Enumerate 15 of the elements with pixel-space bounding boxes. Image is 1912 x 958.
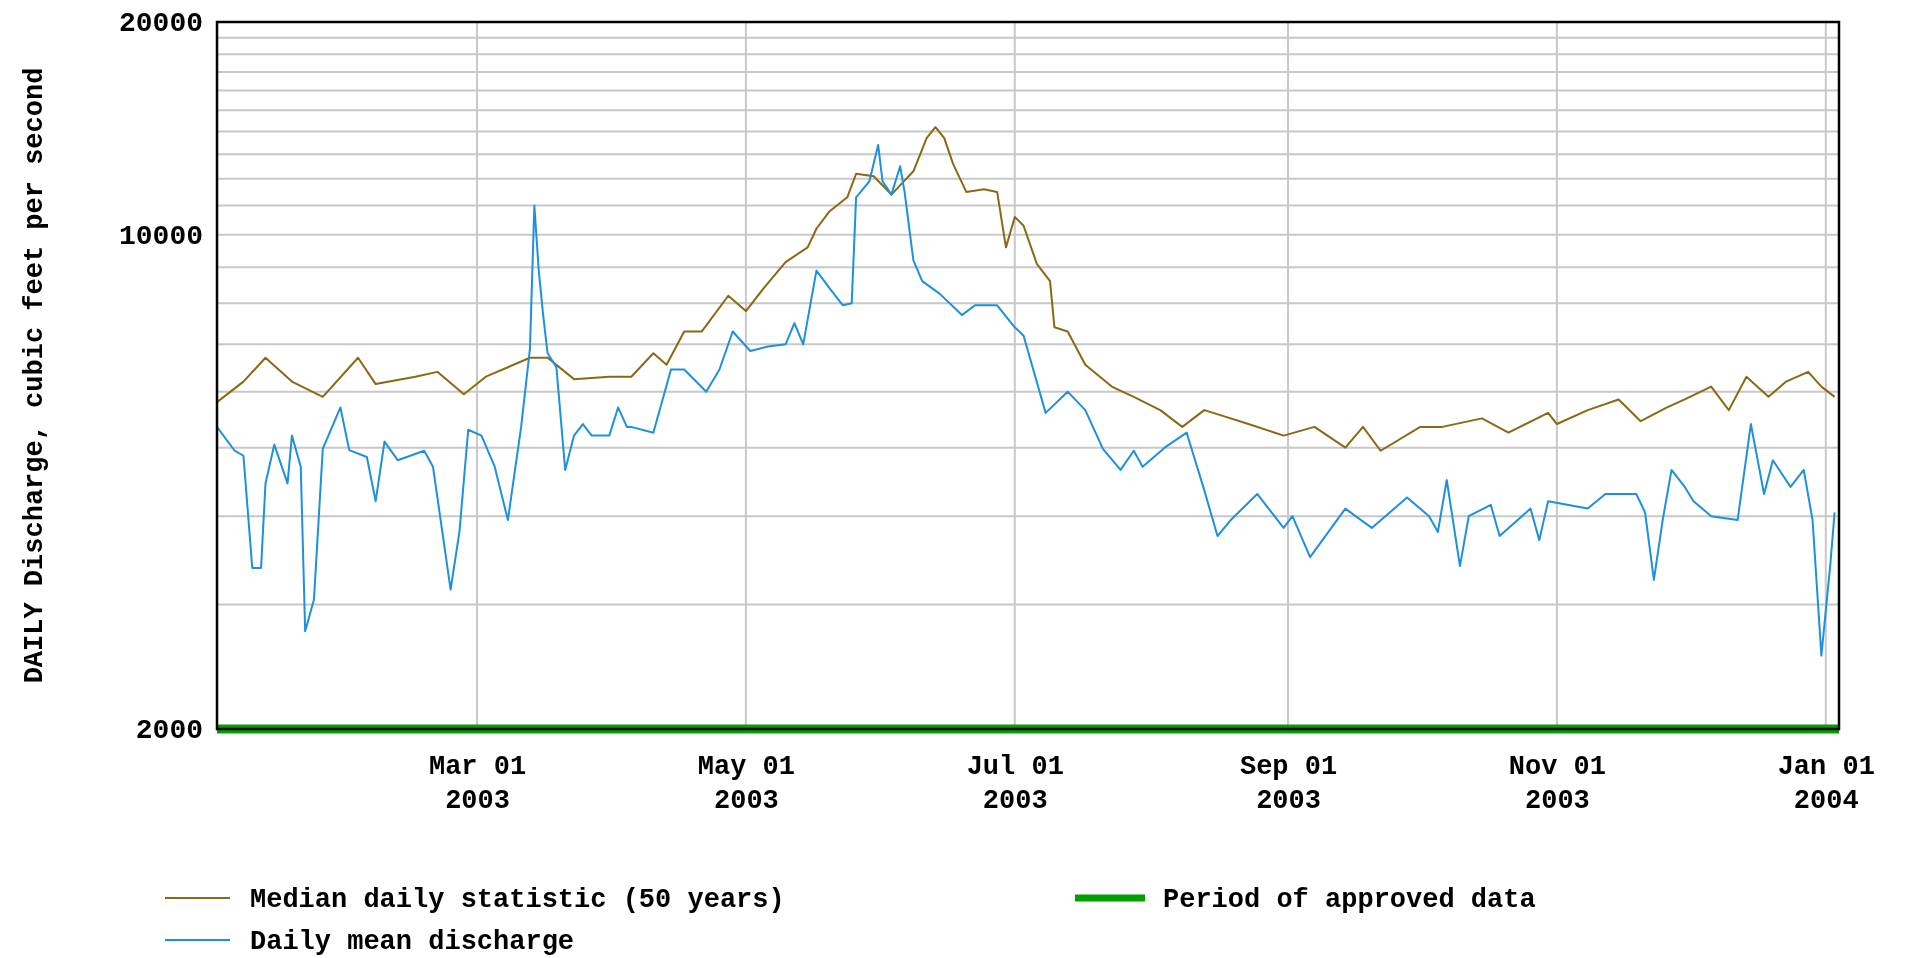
y-tick-label: 20000 (118, 8, 203, 40)
x-tick-label: Jul 01 2003 (966, 752, 1064, 816)
x-tick-label: Sep 01 2003 (1239, 752, 1338, 816)
line-series (216, 126, 1836, 452)
x-tick-label: Mar 01 2003 (428, 752, 527, 816)
y-axis-title: DAILY Discharge, cubic feet per second (20, 67, 50, 684)
legend-label: Daily mean discharge (250, 927, 575, 958)
legend-label: Period of approved data (1163, 885, 1536, 916)
x-tick-label: Nov 01 2003 (1508, 752, 1607, 816)
x-tick-label: May 01 2003 (697, 752, 796, 816)
x-tick-label: Jan 01 2004 (1777, 752, 1875, 816)
legend-label: Median daily statistic (50 years) (250, 885, 785, 916)
line-series (216, 143, 1836, 657)
y-tick-label: 10000 (118, 221, 203, 253)
y-tick-label: 2000 (135, 715, 203, 747)
